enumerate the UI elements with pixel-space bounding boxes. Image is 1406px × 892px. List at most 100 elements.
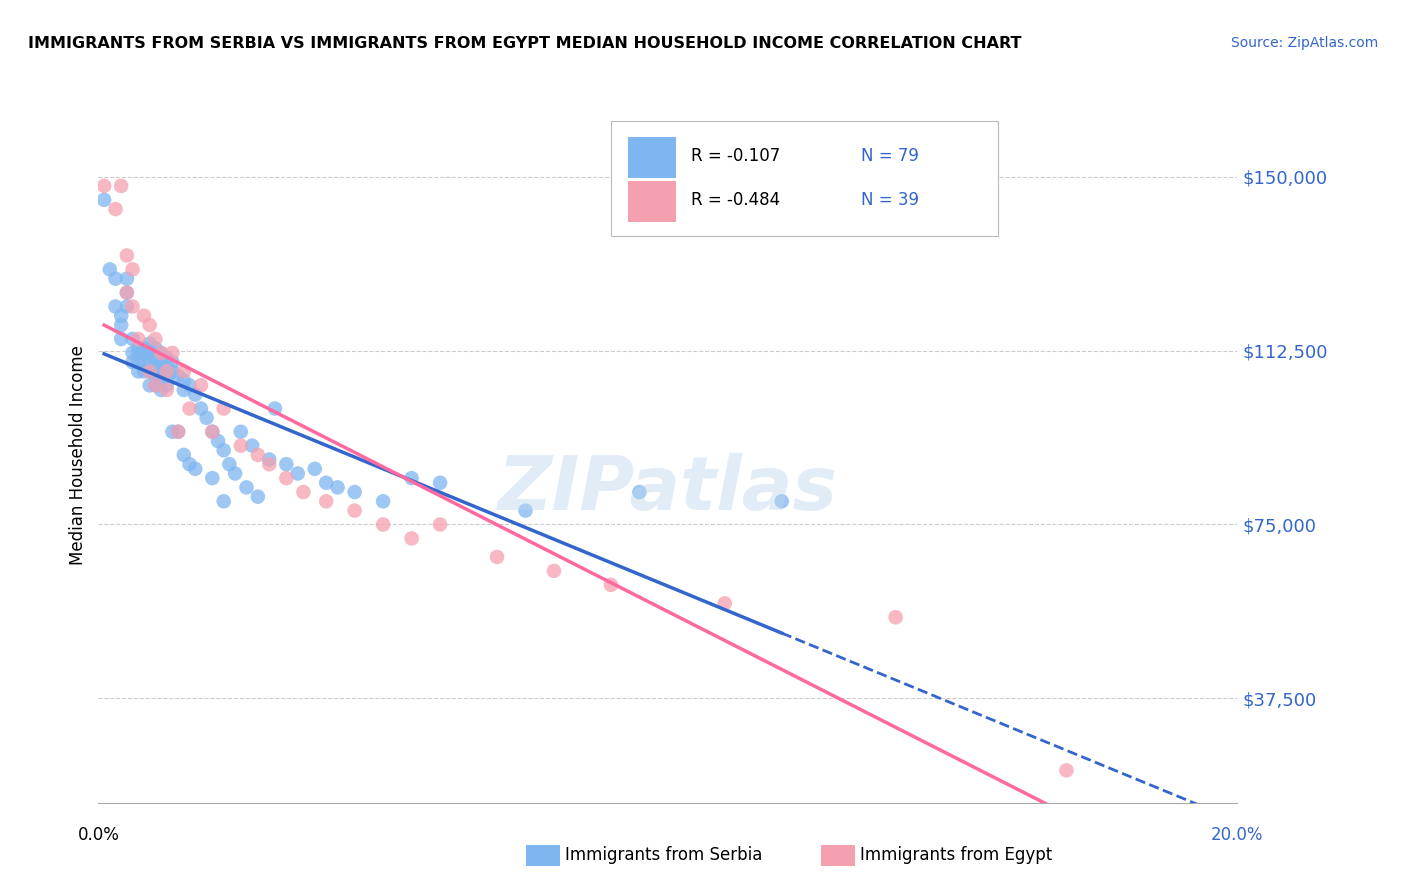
Point	[207, 434, 229, 448]
Point	[201, 425, 224, 439]
Point	[156, 351, 179, 365]
Point	[156, 383, 179, 397]
Point	[150, 364, 173, 378]
FancyBboxPatch shape	[612, 121, 998, 235]
Point	[240, 439, 263, 453]
Text: 20.0%: 20.0%	[1211, 826, 1264, 844]
Point	[343, 503, 366, 517]
Point	[127, 346, 149, 360]
Point	[167, 369, 190, 384]
Point	[326, 480, 349, 494]
Point	[884, 610, 907, 624]
Point	[145, 332, 167, 346]
Point	[110, 332, 132, 346]
Point	[184, 462, 207, 476]
Point	[150, 346, 173, 360]
Point	[259, 457, 281, 471]
Point	[132, 341, 155, 355]
Point	[184, 387, 207, 401]
Point	[162, 346, 184, 360]
Point	[115, 271, 138, 285]
Point	[201, 425, 224, 439]
Point	[121, 346, 143, 360]
Point	[429, 517, 451, 532]
Text: N = 39: N = 39	[862, 191, 920, 209]
Text: N = 79: N = 79	[862, 147, 920, 165]
Point	[173, 364, 195, 378]
Point	[156, 364, 179, 378]
Point	[264, 401, 287, 416]
Point	[373, 517, 395, 532]
Point	[401, 532, 423, 546]
Point	[121, 332, 143, 346]
Point	[315, 494, 337, 508]
Point	[195, 410, 218, 425]
Text: 0.0%: 0.0%	[77, 826, 120, 844]
Point	[235, 480, 257, 494]
Point	[1056, 764, 1078, 778]
Point	[121, 262, 143, 277]
Text: Immigrants from Egypt: Immigrants from Egypt	[860, 847, 1053, 864]
Point	[276, 471, 298, 485]
Point	[145, 341, 167, 355]
Text: Source: ZipAtlas.com: Source: ZipAtlas.com	[1230, 36, 1378, 50]
Point	[429, 475, 451, 490]
Point	[543, 564, 565, 578]
Point	[628, 485, 651, 500]
Point	[138, 318, 160, 332]
Point	[138, 346, 160, 360]
Point	[173, 448, 195, 462]
Point	[132, 309, 155, 323]
Point	[145, 369, 167, 384]
Point	[110, 178, 132, 193]
Point	[138, 336, 160, 351]
Point	[104, 202, 127, 216]
Point	[150, 346, 173, 360]
Point	[127, 355, 149, 369]
Point	[115, 285, 138, 300]
Point	[127, 364, 149, 378]
Point	[150, 383, 173, 397]
Point	[173, 383, 195, 397]
Point	[515, 503, 537, 517]
Point	[156, 378, 179, 392]
Point	[127, 332, 149, 346]
Point	[138, 355, 160, 369]
Point	[93, 178, 115, 193]
Point	[121, 300, 143, 314]
Point	[145, 359, 167, 374]
Point	[115, 285, 138, 300]
Point	[246, 490, 269, 504]
Point	[110, 318, 132, 332]
Point	[121, 355, 143, 369]
Point	[315, 475, 337, 490]
Point	[229, 439, 252, 453]
Point	[150, 374, 173, 388]
Point	[138, 364, 160, 378]
Point	[179, 401, 201, 416]
Point	[212, 401, 235, 416]
Point	[138, 378, 160, 392]
Text: Immigrants from Serbia: Immigrants from Serbia	[565, 847, 762, 864]
Y-axis label: Median Household Income: Median Household Income	[69, 345, 87, 565]
Point	[145, 378, 167, 392]
Point	[145, 378, 167, 392]
Point	[714, 596, 737, 610]
Point	[110, 309, 132, 323]
Point	[104, 300, 127, 314]
Point	[373, 494, 395, 508]
Point	[600, 578, 623, 592]
Point	[486, 549, 509, 564]
Point	[292, 485, 315, 500]
Point	[162, 364, 184, 378]
Point	[173, 374, 195, 388]
Point	[167, 425, 190, 439]
Point	[156, 369, 179, 384]
Point	[127, 341, 149, 355]
Point	[138, 364, 160, 378]
Point	[162, 355, 184, 369]
FancyBboxPatch shape	[628, 181, 676, 222]
Point	[224, 467, 246, 481]
Point	[115, 248, 138, 262]
Point	[229, 425, 252, 439]
